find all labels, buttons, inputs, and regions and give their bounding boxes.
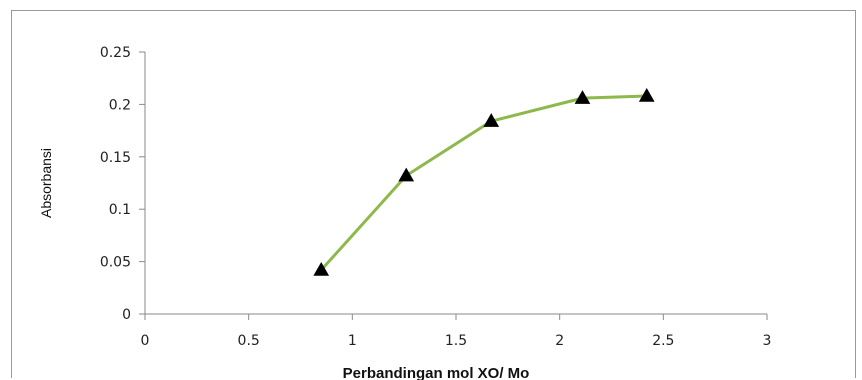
y-ticks: 0 0.05 0.1 0.15 0.2 0.25 <box>100 45 145 323</box>
y-tick-label: 0.05 <box>100 255 131 271</box>
x-ticks: 0 0.5 1 1.5 2 2.5 3 <box>141 314 772 349</box>
x-tick-label: 1 <box>348 333 357 349</box>
axes <box>144 52 767 315</box>
y-tick-label: 0.1 <box>109 202 131 218</box>
x-tick-label: 3 <box>763 333 772 349</box>
series <box>313 88 655 276</box>
data-point-marker <box>313 261 330 276</box>
data-point-marker <box>638 88 655 102</box>
x-tick-label: 2.5 <box>652 333 674 349</box>
x-axis-title: Perbandingan mol XO/ Mo <box>343 365 530 380</box>
y-tick-label: 0.15 <box>100 150 131 166</box>
x-tick-label: 2 <box>555 333 564 349</box>
x-tick-label: 0 <box>141 333 150 349</box>
data-point-marker <box>574 90 591 104</box>
chart-frame <box>11 10 856 378</box>
y-tick-label: 0 <box>122 307 131 323</box>
y-axis-title: Absorbansi <box>38 148 54 218</box>
data-point-marker <box>398 167 415 182</box>
x-tick-label: 1.5 <box>445 333 467 349</box>
data-point-marker <box>483 113 500 127</box>
y-tick-label: 0.25 <box>100 45 131 61</box>
x-tick-label: 0.5 <box>238 333 260 349</box>
series-line <box>320 94 647 271</box>
y-tick-label: 0.2 <box>109 97 131 113</box>
